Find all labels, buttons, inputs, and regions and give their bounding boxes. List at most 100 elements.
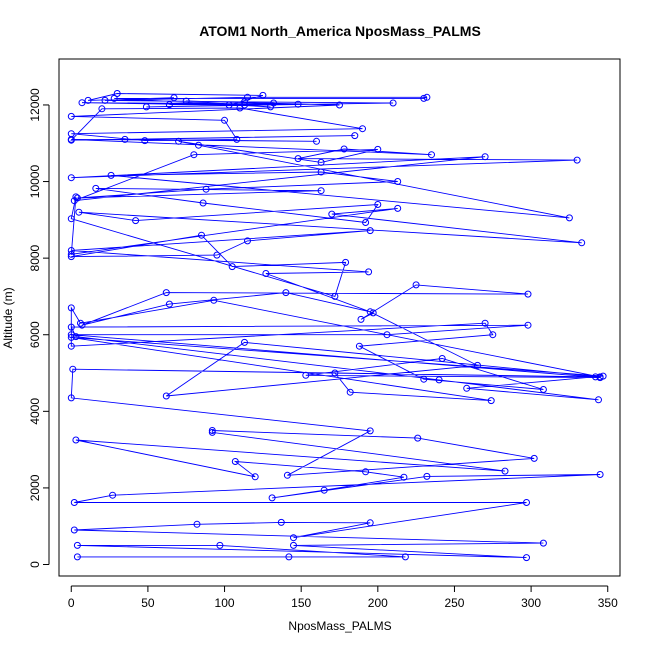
data-point	[75, 208, 83, 216]
data-point	[320, 486, 328, 494]
data-point	[110, 94, 118, 102]
data-point	[78, 99, 86, 107]
data-point	[331, 369, 339, 377]
data-point	[578, 239, 586, 247]
x-tick-label: 100	[215, 596, 235, 610]
data-point	[72, 333, 80, 341]
chart-title: ATOM1 North_America NposMass_PALMS	[199, 23, 481, 39]
data-point	[481, 153, 489, 161]
data-point	[67, 331, 75, 339]
data-point	[241, 338, 248, 346]
data-point	[73, 541, 81, 549]
data-point	[523, 554, 530, 562]
data-point	[165, 101, 173, 109]
data-point	[67, 333, 75, 341]
data-point	[487, 397, 495, 405]
data-point	[259, 91, 267, 99]
data-point	[142, 103, 150, 111]
data-point	[70, 197, 78, 205]
series-line	[70, 93, 604, 559]
data-point	[202, 185, 210, 193]
data-point	[193, 520, 201, 528]
data-point	[539, 539, 547, 547]
data-point	[573, 156, 581, 164]
data-point	[290, 541, 297, 549]
y-axis: 0 2000 4000 6000 8000 10000 12000	[28, 88, 50, 568]
data-point	[290, 534, 297, 542]
data-point	[109, 491, 117, 499]
x-tick-label: 300	[521, 596, 541, 610]
data-point	[67, 323, 75, 331]
data-point	[67, 253, 75, 261]
data-point	[262, 270, 270, 277]
data-point	[67, 342, 75, 350]
data-point	[383, 331, 391, 339]
data-point	[359, 125, 366, 133]
data-point	[77, 319, 84, 327]
data-point	[282, 289, 290, 297]
data-point	[394, 204, 402, 212]
data-point	[328, 210, 336, 218]
data-point	[101, 96, 109, 104]
data-point	[67, 130, 75, 138]
data-point	[241, 101, 248, 109]
data-point	[595, 396, 602, 404]
data-point	[565, 214, 573, 222]
data-point	[523, 499, 530, 506]
data-point	[277, 518, 285, 526]
data-point	[401, 553, 409, 561]
y-tick-label: 12000	[28, 88, 42, 122]
data-point	[216, 541, 224, 549]
data-point	[539, 386, 547, 393]
y-tick-label: 10000	[28, 165, 42, 199]
data-point	[362, 468, 370, 476]
data-point	[199, 199, 207, 207]
data-point	[294, 100, 302, 108]
data-point	[374, 145, 382, 153]
data-point	[72, 436, 80, 444]
data-point	[366, 427, 374, 435]
data-point	[366, 227, 374, 235]
data-point	[481, 319, 489, 327]
data-point	[67, 304, 75, 312]
x-tick-label: 200	[368, 596, 388, 610]
x-tick-label: 150	[291, 596, 311, 610]
data-point	[342, 258, 350, 266]
data-point	[596, 471, 604, 478]
data-point	[210, 296, 218, 304]
data-point	[389, 99, 397, 107]
data-point	[357, 315, 365, 323]
data-point	[428, 151, 435, 159]
data-point	[92, 184, 100, 192]
data-point	[190, 151, 198, 159]
data-point	[162, 289, 170, 297]
data-point	[78, 321, 86, 329]
data-point	[362, 219, 370, 226]
data-point	[285, 553, 293, 561]
data-point	[67, 174, 75, 182]
data-point	[530, 454, 538, 462]
y-tick-label: 8000	[28, 244, 42, 271]
data-point	[113, 90, 121, 97]
y-tick-label: 2000	[28, 474, 42, 501]
data-point	[366, 308, 374, 316]
data-point	[369, 309, 377, 317]
data-point	[501, 467, 509, 475]
data-point	[231, 458, 239, 465]
data-point	[435, 376, 443, 384]
data-point	[67, 215, 75, 223]
y-tick-label: 0	[28, 561, 42, 568]
data-point	[162, 392, 170, 400]
data-point	[84, 96, 92, 104]
y-tick-label: 6000	[28, 321, 42, 348]
data-point	[208, 427, 216, 434]
data-point	[175, 137, 183, 145]
data-point	[233, 135, 241, 143]
data-point	[208, 428, 216, 436]
data-point	[294, 155, 302, 163]
data-point	[336, 101, 343, 109]
data-point	[213, 251, 221, 259]
data-point	[73, 553, 81, 561]
data-point	[283, 471, 291, 479]
